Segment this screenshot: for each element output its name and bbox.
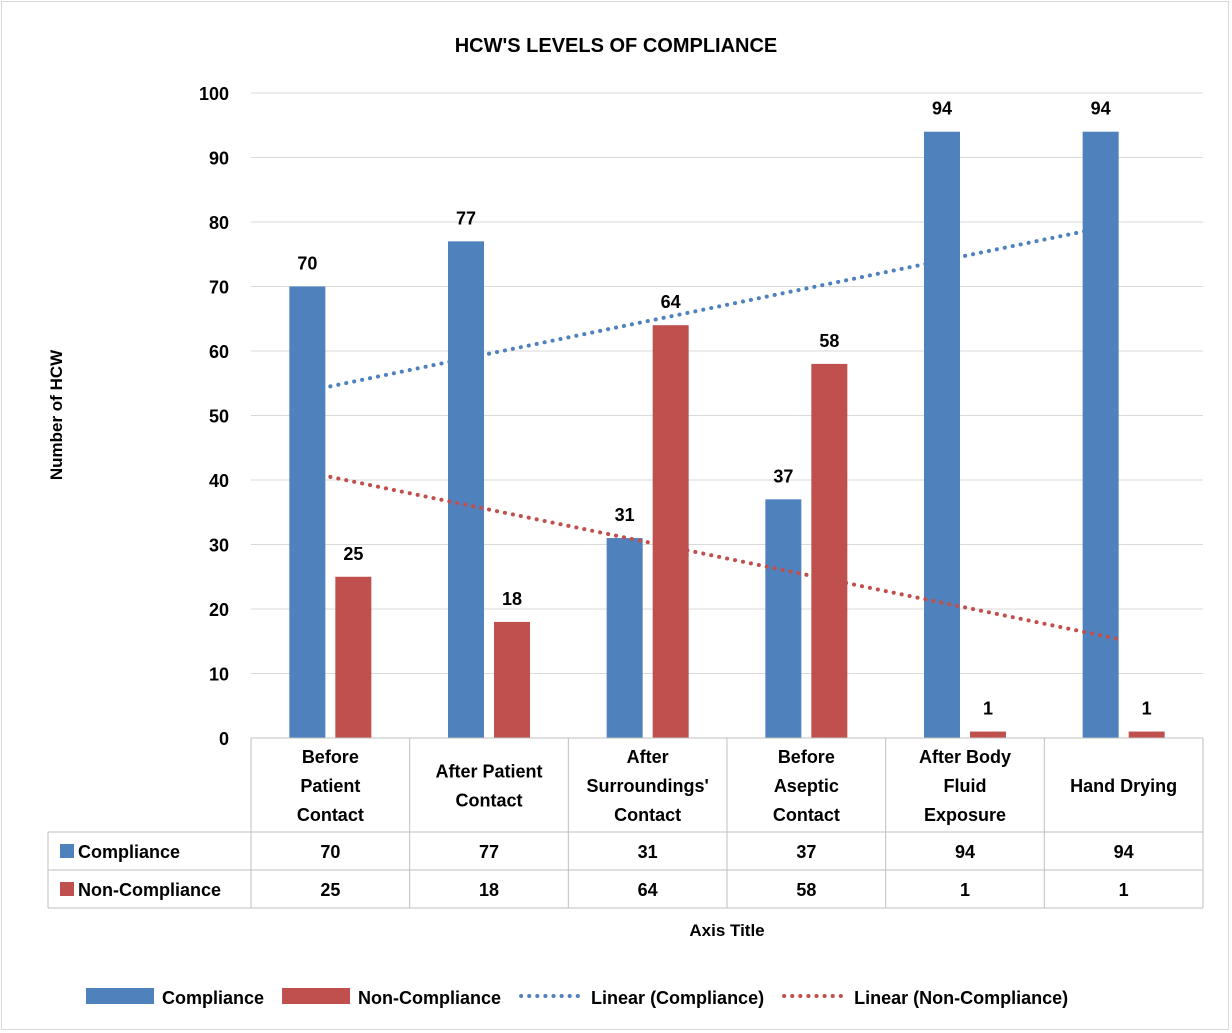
- category-label: Before: [778, 747, 835, 767]
- table-series-label: Non-Compliance: [78, 880, 221, 900]
- bar-compliance: [289, 286, 326, 738]
- bar-compliance: [765, 499, 802, 738]
- legend-key: [282, 988, 351, 1004]
- legend-label: Linear (Non-Compliance): [854, 988, 1068, 1008]
- y-axis-ticks: 0 10 20 30 40 50 60 70 80 90 100: [199, 84, 229, 749]
- table-cell: 25: [320, 880, 340, 900]
- table-cell: 1: [960, 880, 970, 900]
- y-tick-label: 90: [209, 149, 229, 169]
- category-label: Surroundings': [587, 776, 709, 796]
- category-label: Contact: [773, 805, 840, 825]
- bar-compliance: [924, 131, 960, 738]
- bar-non-compliance: [1128, 731, 1165, 738]
- y-tick-label: 60: [209, 342, 229, 362]
- category-label: After: [627, 747, 669, 767]
- data-label: 70: [297, 254, 317, 274]
- y-tick-label: 10: [209, 665, 229, 685]
- y-axis-label: Number of HCW: [47, 349, 66, 480]
- category-label: After Patient: [435, 762, 542, 782]
- data-label: 77: [456, 208, 476, 228]
- trendlines: [328, 221, 1126, 643]
- bar-compliance: [448, 241, 484, 738]
- table-cell: 64: [638, 880, 658, 900]
- table-legend-key: [60, 882, 74, 896]
- bar-non-compliance: [652, 325, 689, 738]
- table-cell: 18: [479, 880, 499, 900]
- y-tick-label: 50: [209, 407, 229, 427]
- table-cell: 77: [479, 842, 499, 862]
- x-axis-label: Axis Title: [689, 921, 764, 940]
- legend-label: Non-Compliance: [358, 988, 501, 1008]
- data-label: 37: [773, 466, 793, 486]
- bar-non-compliance: [335, 576, 372, 738]
- category-label: Fluid: [944, 776, 987, 796]
- data-label: 25: [343, 544, 363, 564]
- legend-key: [86, 988, 154, 1004]
- data-label: 94: [932, 99, 952, 119]
- y-tick-label: 20: [209, 600, 229, 620]
- y-tick-label: 100: [199, 84, 229, 104]
- trendline: [328, 474, 1126, 643]
- legend-label: Compliance: [162, 988, 264, 1008]
- y-tick-label: 70: [209, 278, 229, 298]
- data-label: 94: [1091, 99, 1111, 119]
- chart-title: HCW'S LEVELS OF COMPLIANCE: [455, 35, 778, 57]
- category-label: After Body: [919, 747, 1011, 767]
- table-cell: 58: [796, 880, 816, 900]
- gridlines: [251, 92, 1203, 674]
- y-tick-label: 40: [209, 471, 229, 491]
- data-label: 64: [661, 292, 681, 312]
- y-tick-label: 0: [219, 729, 229, 749]
- legend-label: Linear (Compliance): [591, 988, 764, 1008]
- y-tick-label: 80: [209, 213, 229, 233]
- data-label: 31: [615, 505, 635, 525]
- trendline: [328, 221, 1126, 389]
- data-label: 1: [983, 699, 993, 719]
- data-label: 58: [819, 331, 839, 351]
- data-label: 1: [1142, 699, 1152, 719]
- table-cell: 94: [1114, 842, 1134, 862]
- bar-non-compliance: [811, 363, 848, 738]
- legend: Compliance Non-Compliance Linear (Complian…: [86, 988, 1068, 1008]
- bar-non-compliance: [494, 621, 530, 738]
- category-label: Contact: [456, 791, 523, 811]
- data-label: 18: [502, 589, 522, 609]
- category-label: Hand Drying: [1070, 776, 1177, 796]
- bar-compliance: [1082, 131, 1119, 738]
- data-labels: 70 77 31 37 94 94 25 18 64 58 1 1: [297, 99, 1151, 719]
- table-cell: 37: [796, 842, 816, 862]
- bar-non-compliance: [970, 731, 1006, 738]
- category-label: Exposure: [924, 805, 1006, 825]
- bar-compliance: [606, 538, 643, 738]
- category-label: Before: [302, 747, 359, 767]
- category-label: Patient: [300, 776, 360, 796]
- table-legend-key: [60, 844, 74, 858]
- table-cell: 31: [638, 842, 658, 862]
- table-cell: 94: [955, 842, 975, 862]
- data-table: Before Patient Contact After Patient Contact…: [47, 737, 1204, 909]
- table-cell: 70: [320, 842, 340, 862]
- table-series-label: Compliance: [78, 842, 180, 862]
- bars: [289, 131, 1165, 738]
- table-cell: 1: [1119, 880, 1129, 900]
- category-label: Aseptic: [774, 776, 839, 796]
- y-tick-label: 30: [209, 536, 229, 556]
- category-label: Contact: [297, 805, 364, 825]
- category-label: Contact: [614, 805, 681, 825]
